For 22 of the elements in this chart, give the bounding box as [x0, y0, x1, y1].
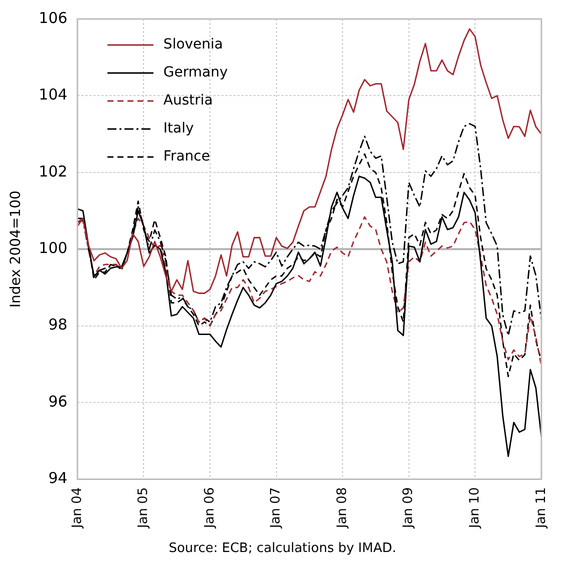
x-tick-label: Jan 06 [202, 487, 218, 530]
y-tick-label: 94 [48, 469, 68, 488]
legend-label: Italy [163, 120, 194, 137]
y-tick-label: 98 [48, 316, 68, 334]
x-tick-label: Jan 05 [136, 487, 152, 530]
x-tick-label: Jan 04 [70, 487, 85, 530]
x-tick-label: Jan 08 [334, 487, 350, 530]
y-tick-label: 96 [48, 392, 68, 410]
y-tick-label: 102 [38, 162, 68, 180]
x-tick-label: Jan 09 [401, 487, 416, 530]
x-tick-label: Jan 10 [467, 487, 482, 530]
y-tick-label: 104 [38, 86, 68, 104]
legend-label: Germany [163, 64, 228, 81]
legend-label: Slovenia [163, 36, 224, 53]
source-note: Source: ECB; calculations by IMAD. [168, 541, 398, 556]
y-tick-label: 106 [38, 8, 68, 27]
x-tick-label: Jan 11 [534, 487, 549, 530]
legend-label: Austria [163, 92, 213, 109]
legend-label: France [163, 148, 210, 165]
y-axis-title: Index 2004=100 [8, 190, 24, 308]
x-tick-label: Jan 07 [268, 487, 284, 530]
y-tick-label: 100 [38, 239, 68, 258]
